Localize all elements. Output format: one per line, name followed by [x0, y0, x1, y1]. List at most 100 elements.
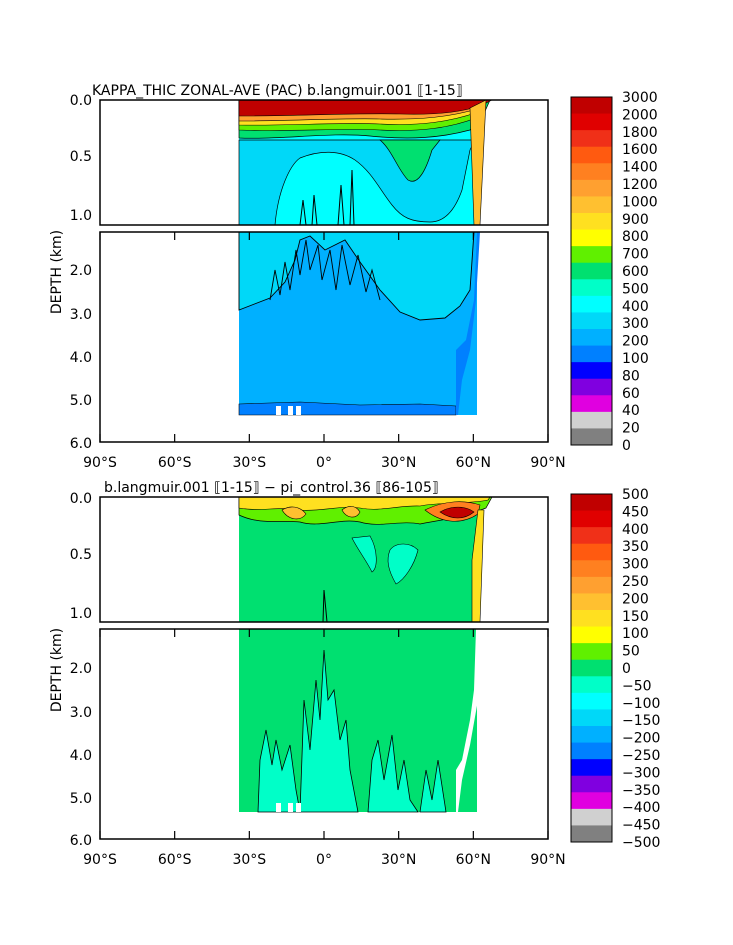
colorbar-swatch	[571, 345, 612, 363]
colorbar-swatch	[571, 279, 612, 297]
colorbar-frame	[570, 493, 613, 843]
colorbar-label: −200	[622, 731, 660, 747]
colorbar-swatch	[571, 692, 612, 710]
x-tick-label: 60°N	[456, 455, 491, 471]
colorbar-swatch	[571, 179, 612, 197]
panel-b-ytick-1: 1.0	[70, 606, 92, 622]
field-gap-1	[276, 803, 281, 812]
panel-a-colorbar: 3000200018001600140012001000900800700600…	[570, 90, 658, 454]
panel-a-lower-field	[238, 232, 480, 416]
colorbar-swatch	[571, 113, 612, 131]
colorbar-swatch	[571, 543, 612, 561]
colorbar-swatch	[571, 146, 612, 164]
colorbar-label: −100	[622, 696, 660, 712]
colorbar-swatch	[571, 196, 612, 214]
colorbar-label: −250	[622, 748, 660, 764]
colorbar-swatch	[571, 312, 612, 330]
colorbar-label: 350	[622, 539, 649, 555]
panel-a-ytick-1: 1.0	[70, 208, 92, 224]
colorbar-label: 1400	[622, 160, 658, 176]
colorbar-swatch	[571, 527, 612, 545]
x-tick-label: 90°N	[530, 455, 565, 471]
colorbar-label: −150	[622, 713, 660, 729]
colorbar-label: 400	[622, 299, 649, 315]
field-green-pool	[379, 139, 441, 182]
panel-b: b.langmuir.001 ⟦1-15⟧ − pi_control.36 ⟦8…	[49, 480, 660, 868]
panel-b-title: b.langmuir.001 ⟦1-15⟧ − pi_control.36 ⟦8…	[104, 480, 439, 496]
panel-b-ytick-0-5: 0.5	[70, 547, 92, 563]
field-neg-patch-d	[419, 759, 447, 813]
panel-a-ytick-0: 0.0	[70, 93, 92, 109]
panel-b-ytick-2: 2.0	[70, 661, 92, 677]
colorbar-label: −500	[622, 835, 660, 851]
field-gap-2	[288, 406, 293, 415]
panel-b-ytick-4: 4.0	[70, 748, 92, 764]
field-neg-patch-c	[367, 734, 419, 813]
colorbar-label: 0	[622, 661, 631, 677]
x-tick-label: 0°	[316, 852, 332, 868]
colorbar-label: 100	[622, 626, 649, 642]
field-east-boundary	[471, 509, 485, 622]
panel-a-ytick-3: 3.0	[70, 307, 92, 323]
x-tick-label: 0°	[316, 455, 332, 471]
colorbar-swatch	[571, 428, 612, 446]
colorbar-swatch	[571, 742, 612, 760]
colorbar-swatch	[571, 130, 612, 148]
colorbar-label: 60	[622, 386, 640, 402]
x-tick-label: 30°S	[232, 852, 266, 868]
panel-a-ytick-4: 4.0	[70, 350, 92, 366]
colorbar-label: −350	[622, 783, 660, 799]
colorbar-swatch	[571, 709, 612, 727]
panel-a-ylabel: DEPTH (km)	[49, 230, 65, 314]
colorbar-label: −300	[622, 765, 660, 781]
field-neg-patch-b	[299, 649, 359, 813]
colorbar-label: 700	[622, 247, 649, 263]
x-tick-label: 60°S	[158, 852, 192, 868]
colorbar-swatch	[571, 378, 612, 396]
colorbar-swatch	[571, 494, 612, 512]
panel-b-xticks: 90°S 60°S 30°S 0° 30°N 60°N 90°N	[83, 629, 566, 868]
x-tick-label: 90°S	[83, 852, 117, 868]
colorbar-swatch	[571, 576, 612, 594]
colorbar-label: 150	[622, 609, 649, 625]
colorbar-swatch	[571, 560, 612, 578]
colorbar-label: 300	[622, 316, 649, 332]
x-tick-label: 30°S	[232, 455, 266, 471]
panel-a-xticks: 90°S 60°S 30°S 0° 30°N 60°N 90°N	[83, 232, 566, 471]
field-noise-contours	[269, 239, 381, 301]
colorbar-swatch	[571, 97, 612, 115]
colorbar-label: 0	[622, 438, 631, 454]
colorbar-label: 1200	[622, 177, 658, 193]
colorbar-swatch	[571, 610, 612, 628]
colorbar-label: 200	[622, 591, 649, 607]
panel-b-ylabel: DEPTH (km)	[49, 628, 65, 712]
field-400-500	[439, 506, 475, 519]
field-equator-contour	[322, 589, 328, 622]
colorbar-swatch	[571, 362, 612, 380]
panel-a-ytick-0-5: 0.5	[70, 149, 92, 165]
colorbar-label: 1600	[622, 142, 658, 158]
panel-a-upper-field	[238, 100, 493, 225]
colorbar-label: 200	[622, 334, 649, 350]
colorbar-swatch	[571, 411, 612, 429]
panel-b-ytick-6: 6.0	[70, 833, 92, 849]
colorbar-label: 400	[622, 522, 649, 538]
colorbar-swatch	[571, 825, 612, 843]
panel-a-ytick-6: 6.0	[70, 436, 92, 452]
panel-b-ytick-0: 0.0	[70, 491, 92, 507]
colorbar-swatch	[571, 626, 612, 644]
field-gap-3	[296, 406, 301, 415]
colorbar-swatch	[571, 163, 612, 181]
colorbar-swatch	[571, 726, 612, 744]
panel-a-title: KAPPA_THIC ZONAL-AVE (PAC) b.langmuir.00…	[92, 83, 463, 99]
colorbar-label: 900	[622, 212, 649, 228]
x-tick-label: 30°N	[381, 455, 416, 471]
panel-b-lower-field	[239, 629, 480, 813]
colorbar-label: 3000	[622, 90, 658, 106]
colorbar-swatch	[571, 329, 612, 347]
colorbar-label: 2000	[622, 107, 658, 123]
field-100-200	[238, 401, 457, 416]
colorbar-swatch	[571, 676, 612, 694]
field-east-boundary	[469, 100, 487, 225]
